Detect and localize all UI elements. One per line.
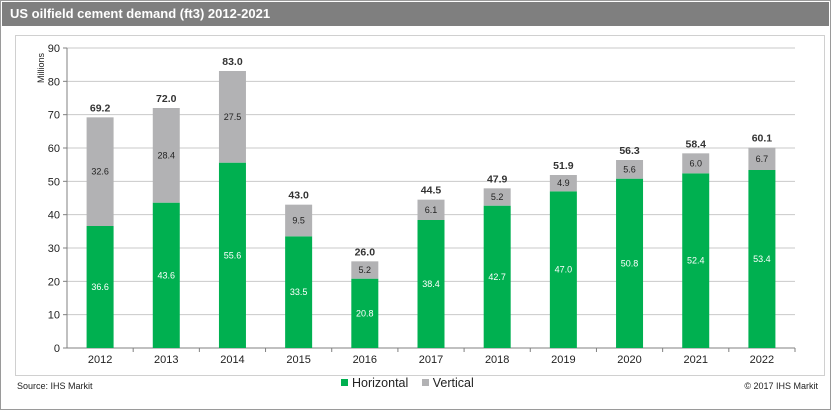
x-tick-label: 2022 — [750, 354, 774, 366]
data-label-horizontal: 43.6 — [158, 270, 176, 280]
legend-label-vertical: Vertical — [432, 376, 474, 390]
x-tick-label: 2019 — [551, 354, 575, 366]
bar-vertical-2013 — [152, 108, 180, 203]
bar-vertical-2018 — [483, 188, 511, 206]
data-label-total: 58.4 — [686, 138, 707, 150]
data-label-vertical: 6.7 — [756, 154, 769, 164]
legend: Horizontal Vertical — [341, 376, 484, 390]
data-label-horizontal: 42.7 — [488, 272, 506, 282]
bar-vertical-2022 — [748, 147, 776, 170]
x-tick-label: 2012 — [88, 354, 112, 366]
copyright-note: © 2017 IHS Markit — [744, 381, 818, 391]
data-label-horizontal: 52.4 — [687, 256, 705, 266]
bar-horizontal-2017 — [417, 220, 445, 348]
data-label-vertical: 6.1 — [425, 205, 438, 215]
y-tick-label: 10 — [48, 310, 60, 322]
bar-vertical-2012 — [86, 117, 114, 226]
data-label-vertical: 5.6 — [623, 164, 636, 174]
data-label-horizontal: 47.0 — [555, 265, 573, 275]
y-tick-label: 70 — [48, 110, 60, 122]
x-tick-label: 2020 — [617, 354, 641, 366]
y-tick-label: 80 — [48, 76, 60, 88]
y-tick-label: 50 — [48, 176, 60, 188]
y-tick-label: 20 — [48, 276, 60, 288]
bar-horizontal-2020 — [616, 178, 644, 348]
chart-title: US oilfield cement demand (ft3) 2012-202… — [10, 6, 271, 21]
data-label-horizontal: 38.4 — [422, 279, 440, 289]
x-tick-label: 2018 — [485, 354, 509, 366]
data-label-total: 51.9 — [553, 160, 574, 172]
data-label-total: 26.0 — [355, 246, 376, 258]
bar-vertical-2020 — [616, 160, 644, 179]
data-label-vertical: 6.0 — [689, 158, 702, 168]
data-label-horizontal: 50.8 — [621, 258, 639, 268]
legend-label-horizontal: Horizontal — [352, 376, 409, 390]
bar-horizontal-2015 — [285, 236, 313, 348]
bar-horizontal-2018 — [483, 205, 511, 348]
data-label-horizontal: 53.4 — [753, 254, 771, 264]
source-note: Source: IHS Markit — [17, 381, 93, 391]
bar-vertical-2017 — [417, 199, 445, 220]
bar-vertical-2021 — [682, 153, 710, 174]
data-label-total: 56.3 — [619, 145, 640, 157]
data-label-horizontal: 36.6 — [91, 282, 109, 292]
y-tick-label: 30 — [48, 243, 60, 255]
data-label-vertical: 32.6 — [91, 167, 109, 177]
data-label-vertical: 9.5 — [292, 216, 305, 226]
data-label-vertical: 4.9 — [557, 178, 570, 188]
x-tick-label: 2021 — [683, 354, 707, 366]
x-tick-label: 2016 — [353, 354, 377, 366]
data-label-total: 47.9 — [487, 173, 508, 185]
x-tick-label: 2013 — [154, 354, 178, 366]
data-label-total: 72.0 — [156, 93, 177, 105]
data-label-vertical: 5.2 — [359, 265, 372, 275]
y-axis-label: Millions — [36, 53, 46, 84]
x-tick-label: 2017 — [419, 354, 443, 366]
bar-vertical-2015 — [285, 204, 313, 237]
x-tick-label: 2014 — [220, 354, 244, 366]
data-label-total: 69.2 — [90, 102, 111, 114]
bar-horizontal-2016 — [351, 278, 379, 348]
bar-horizontal-2021 — [682, 173, 710, 348]
y-tick-label: 40 — [48, 210, 60, 222]
legend-swatch-horizontal — [341, 379, 348, 387]
y-tick-label: 60 — [48, 143, 60, 155]
legend-item-horizontal: Horizontal — [341, 376, 408, 390]
bar-horizontal-2013 — [152, 202, 180, 348]
bar-vertical-2014 — [218, 71, 246, 163]
x-tick-label: 2015 — [286, 354, 310, 366]
data-label-horizontal: 20.8 — [356, 308, 374, 318]
data-label-total: 60.1 — [752, 133, 773, 145]
legend-item-vertical: Vertical — [421, 376, 474, 390]
data-label-total: 43.0 — [288, 190, 309, 202]
data-label-horizontal: 33.5 — [290, 287, 308, 297]
data-label-horizontal: 55.6 — [224, 250, 242, 260]
bar-vertical-2019 — [549, 175, 577, 192]
bar-horizontal-2022 — [748, 170, 776, 348]
y-tick-label: 0 — [54, 343, 60, 355]
data-label-vertical: 27.5 — [224, 112, 242, 122]
data-label-vertical: 28.4 — [158, 150, 176, 160]
data-label-vertical: 5.2 — [491, 192, 504, 202]
title-bar: US oilfield cement demand (ft3) 2012-202… — [2, 2, 829, 26]
data-label-total: 44.5 — [421, 185, 442, 197]
data-label-total: 83.0 — [222, 56, 243, 68]
bar-horizontal-2019 — [549, 191, 577, 348]
legend-swatch-vertical — [421, 379, 429, 387]
y-tick-label: 90 — [48, 43, 60, 55]
bar-horizontal-2014 — [218, 162, 246, 348]
bar-vertical-2016 — [351, 261, 379, 279]
bar-horizontal-2012 — [86, 226, 114, 348]
